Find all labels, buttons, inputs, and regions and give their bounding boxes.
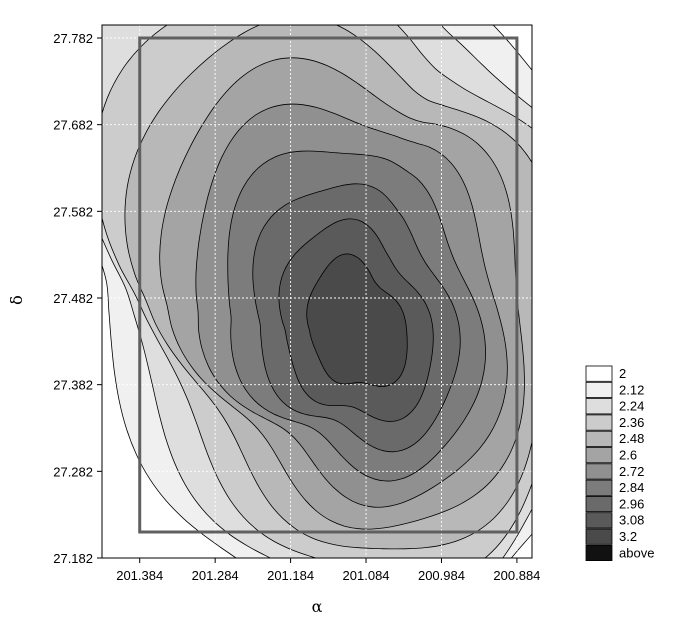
- legend-label: 2.96: [619, 496, 644, 511]
- y-axis-ticks: 27.182 27.282 27.382 27.482 27.582 27.682 27.7…: [53, 31, 102, 566]
- legend-swatch: [585, 414, 613, 431]
- legend-swatch: [585, 479, 613, 496]
- y-tick-label: 27.382: [53, 378, 93, 393]
- x-axis-ticks: 201.384 201.284 201.184 201.084 200.984 200.8…: [116, 558, 540, 583]
- y-tick-label: 27.182: [53, 551, 93, 566]
- x-axis-title: α: [312, 597, 323, 616]
- legend-swatch: [585, 495, 613, 513]
- x-tick-label: 201.284: [192, 568, 239, 583]
- legend-label: 2: [619, 366, 626, 381]
- field-boundary-rectangle: [138, 36, 519, 534]
- legend-swatch: [585, 528, 613, 545]
- legend: 22.12 2.242.362.48 2.62.722.842.96 3.083.2a…: [585, 365, 654, 561]
- legend-label: above: [619, 545, 654, 560]
- x-tick-label: 201.084: [343, 568, 390, 583]
- legend-label: 2.6: [619, 448, 637, 463]
- legend-swatch: [585, 365, 613, 382]
- legend-label: 2.36: [619, 415, 644, 430]
- legend-label: 2.72: [619, 464, 644, 479]
- legend-swatch: [585, 512, 613, 529]
- plot-area: [101, 24, 533, 559]
- legend-label: 3.2: [619, 529, 637, 544]
- legend-label: 2.84: [619, 480, 644, 495]
- legend-label: 2.48: [619, 431, 644, 446]
- x-tick-label: 201.384: [116, 568, 163, 583]
- x-tick-label: 200.984: [418, 568, 465, 583]
- y-axis-title: δ: [7, 295, 26, 305]
- legend-swatch: [585, 463, 613, 480]
- legend-label: 2.12: [619, 382, 644, 397]
- y-tick-label: 27.482: [53, 291, 93, 306]
- plot-frame: [101, 24, 533, 559]
- legend-swatch: [585, 381, 613, 398]
- legend-swatch: [585, 398, 613, 415]
- legend-label: 2.24: [619, 399, 644, 414]
- legend-label: 3.08: [619, 513, 644, 528]
- x-tick-label: 200.884: [493, 568, 540, 583]
- legend-swatch: [585, 430, 613, 447]
- y-tick-label: 27.282: [53, 464, 93, 479]
- contour-band-3_2: [306, 253, 408, 387]
- y-tick-label: 27.582: [53, 204, 93, 219]
- legend-swatch: [585, 544, 613, 561]
- legend-swatch: [585, 447, 613, 464]
- y-tick-label: 27.782: [53, 31, 93, 46]
- x-tick-label: 201.184: [267, 568, 314, 583]
- y-tick-label: 27.682: [53, 118, 93, 133]
